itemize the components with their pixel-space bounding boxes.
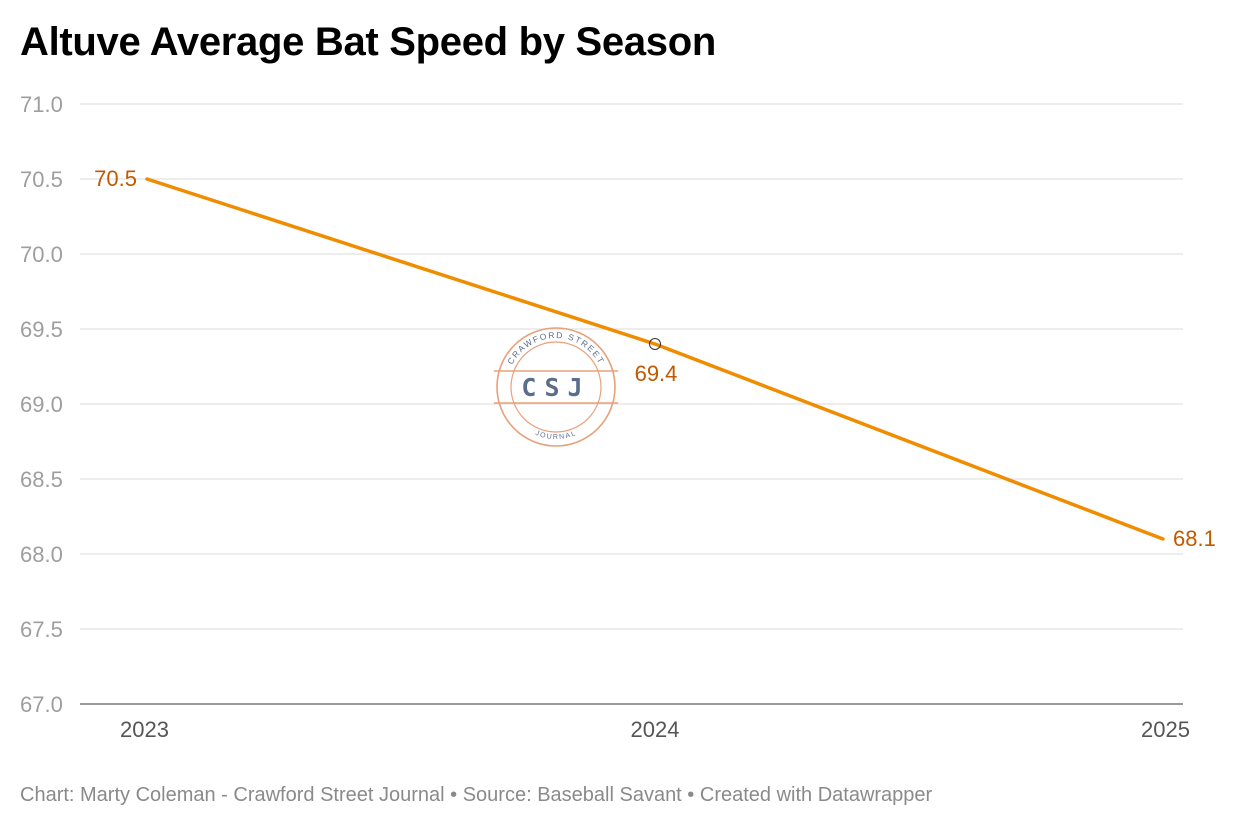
data-labels: 70.5 69.4 68.1 (94, 166, 1216, 551)
chart-footer: Chart: Marty Coleman - Crawford Street J… (20, 784, 932, 807)
footer-source: Source: Baseball Savant (462, 784, 682, 806)
series-line (145, 177, 1165, 541)
x-tick-label: 2023 (120, 717, 169, 742)
gridlines (80, 103, 1183, 705)
chart-title: Altuve Average Bat Speed by Season (20, 20, 716, 64)
csj-watermark-logo: CRAWFORD STREET JOURNAL CSJ (494, 327, 618, 447)
watermark-bottom-text: JOURNAL (534, 430, 577, 441)
watermark-outer-ring (496, 327, 616, 447)
data-point-marker (649, 338, 661, 350)
watermark-top-text: CRAWFORD STREET (505, 330, 607, 366)
footer-separator: • (681, 784, 700, 806)
y-tick-label: 70.5 (20, 167, 63, 192)
footer-tool: Created with Datawrapper (699, 784, 933, 806)
y-tick-label: 69.0 (20, 392, 63, 417)
data-label: 68.1 (1173, 526, 1216, 551)
y-tick-label: 69.5 (20, 317, 63, 342)
y-tick-label: 68.5 (20, 467, 63, 492)
x-tick-label: 2025 (1141, 717, 1190, 742)
x-tick-label: 2024 (631, 717, 680, 742)
footer-separator: • (444, 784, 463, 806)
y-tick-label: 70.0 (20, 242, 63, 267)
data-label: 70.5 (94, 166, 137, 191)
y-tick-label: 71.0 (20, 92, 63, 117)
series-layer (145, 177, 1165, 541)
watermark-inner-ring (510, 341, 602, 433)
data-label: 69.4 (635, 361, 678, 386)
y-tick-label: 67.0 (20, 692, 63, 717)
y-axis-ticks: 67.0 67.5 68.0 68.5 69.0 69.5 70.0 70.5 71.0 (20, 92, 63, 717)
y-tick-label: 67.5 (20, 617, 63, 642)
footer-credit: Chart: Marty Coleman - Crawford Street J… (20, 784, 445, 806)
y-tick-label: 68.0 (20, 542, 63, 567)
watermark-center-text: CSJ (521, 373, 590, 402)
x-axis-ticks: 2023 2024 2025 (120, 717, 1190, 742)
